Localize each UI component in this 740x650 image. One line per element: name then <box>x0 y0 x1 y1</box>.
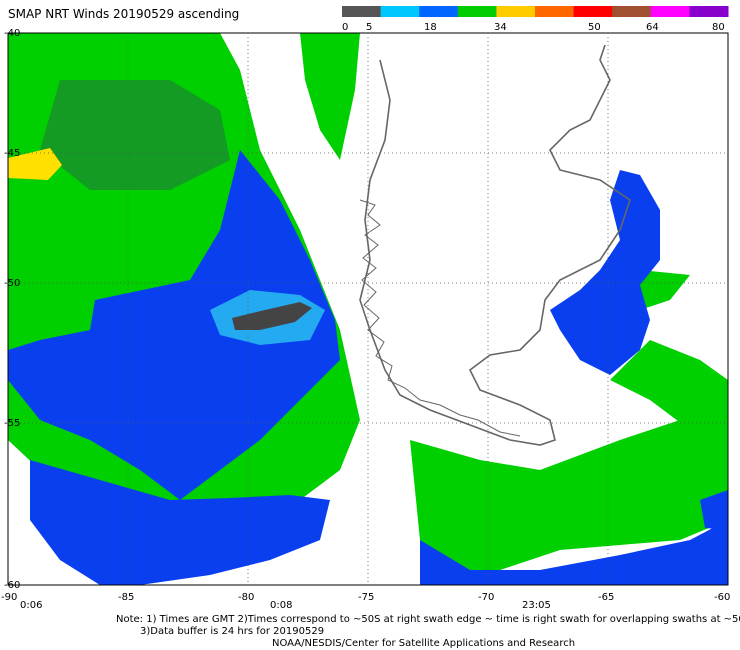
lon-label--75: -75 <box>358 592 374 603</box>
blue-wind-region-east <box>550 170 660 375</box>
high-wind-yellow-patch <box>8 148 62 180</box>
scale-color-segment <box>457 6 497 17</box>
swath-time-1: 0:06 <box>20 600 43 611</box>
fjord-coastline-detail <box>359 199 521 437</box>
swath-time-3: 23:05 <box>522 600 551 611</box>
scale-color-segment <box>496 6 536 17</box>
scale-label-0: 0 <box>342 22 348 30</box>
scale-label-34: 34 <box>494 22 507 30</box>
lon-label--85: -85 <box>118 592 134 603</box>
lat-lon-grid <box>8 33 728 585</box>
south-america-coastline <box>359 44 631 446</box>
note-line-2: 3)Data buffer is 24 hrs for 20190529 <box>140 626 325 637</box>
scale-color-segment <box>650 6 690 17</box>
green-wind-patch-east <box>630 270 690 310</box>
note-line-1: Note: 1) Times are GMT 2)Times correspon… <box>116 614 740 625</box>
wind-speed-color-scale: 0 5 18 34 50 64 80 <box>342 6 729 30</box>
scale-color-segment <box>419 6 459 17</box>
lat-label--50: -50 <box>4 278 20 289</box>
scale-color-segment <box>689 6 729 17</box>
map-title: SMAP NRT Winds 20190529 ascending <box>8 7 240 21</box>
lon-label--90: -90 <box>1 592 17 603</box>
swath-time-2: 0:08 <box>270 600 293 611</box>
lon-label--80: -80 <box>238 592 254 603</box>
scale-label-5: 5 <box>366 22 372 30</box>
lat-label--40: -40 <box>4 28 20 39</box>
blue-wind-strip-southeast <box>420 520 728 585</box>
credit-line: NOAA/NESDIS/Center for Satellite Applica… <box>272 638 576 649</box>
scale-color-segment <box>535 6 575 17</box>
scale-label-64: 64 <box>646 22 659 30</box>
blue-wind-region-south <box>30 460 330 585</box>
lon-label--70: -70 <box>478 592 494 603</box>
scale-color-segment <box>573 6 613 17</box>
lat-label--55: -55 <box>4 418 20 429</box>
green-wind-patch-southeast <box>610 340 728 430</box>
scale-color-segment <box>342 6 382 17</box>
dark-green-wind-area <box>40 80 230 190</box>
blue-wind-region-west <box>8 150 340 500</box>
lon-label--65: -65 <box>598 592 614 603</box>
blue-wind-patch-east-edge <box>700 490 728 530</box>
lon-label--60: -60 <box>714 592 730 603</box>
lat-label--60: -60 <box>4 580 20 591</box>
low-wind-gray-patch <box>232 302 312 330</box>
scale-color-segment <box>612 6 652 17</box>
scale-label-18: 18 <box>424 22 437 30</box>
scale-label-50: 50 <box>588 22 601 30</box>
green-wind-strip-north <box>300 33 360 160</box>
scale-color-segment <box>380 6 420 17</box>
scale-label-80: 80 <box>712 22 725 30</box>
lat-label--45: -45 <box>4 148 20 159</box>
green-wind-region-east <box>410 410 728 570</box>
